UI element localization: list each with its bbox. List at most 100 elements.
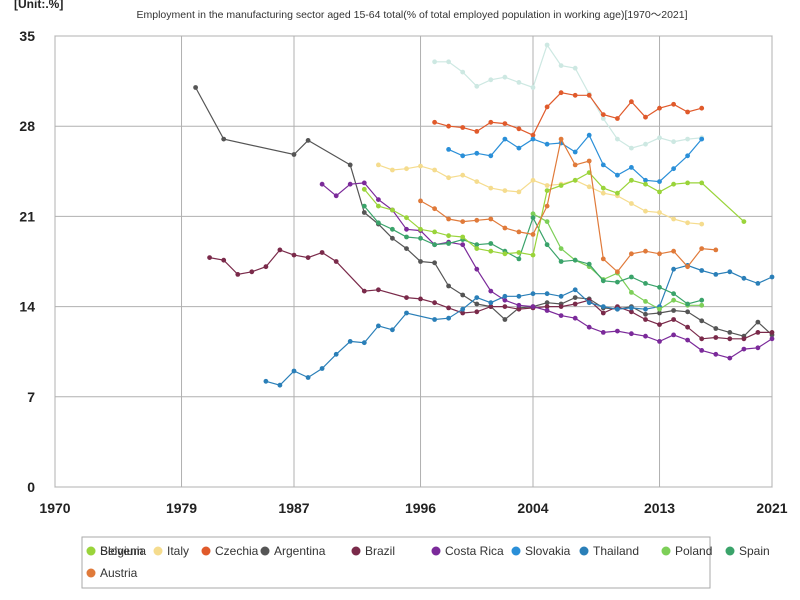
- data-point-costa-rica: [657, 339, 662, 344]
- data-point-austria: [657, 251, 662, 257]
- data-point-slovakia: [530, 136, 536, 142]
- data-point-belgium: [446, 233, 451, 239]
- data-point-slovakia: [446, 147, 451, 152]
- legend-label-costa-rica: Costa Rica: [445, 544, 504, 558]
- series-spain: [361, 203, 705, 307]
- legend-label-slovenia: Slovenia: [100, 544, 146, 558]
- data-point-argentina: [404, 246, 409, 252]
- data-point-belgium: [390, 207, 395, 213]
- legend-box: [81, 536, 711, 589]
- data-point-thailand: [741, 275, 747, 281]
- data-point-italy: [474, 179, 480, 185]
- data-point-argentina: [572, 295, 578, 300]
- data-point-belgium: [629, 177, 634, 183]
- data-point-austria: [460, 219, 466, 225]
- data-point-austria: [586, 158, 592, 164]
- y-tick-label: 28: [19, 118, 35, 134]
- data-point-thailand: [600, 304, 606, 309]
- data-point-brazil: [263, 264, 269, 270]
- legend-marker-brazil: [351, 546, 361, 556]
- data-point-brazil: [249, 269, 255, 275]
- data-point-austria: [629, 251, 634, 257]
- data-point-belgium: [699, 180, 705, 186]
- data-point-costa-rica: [333, 193, 339, 199]
- data-point-poland: [530, 211, 536, 217]
- data-point-argentina: [502, 317, 508, 322]
- data-point-costa-rica: [502, 297, 508, 303]
- data-point-brazil: [629, 309, 634, 315]
- data-point-brazil: [671, 317, 676, 322]
- data-point-argentina: [291, 152, 297, 157]
- data-point-italy: [699, 221, 705, 227]
- data-point-spain: [629, 274, 634, 280]
- axes: 0 7 14 21 28 35 1970 1979 1987 1996 2004 2013 2021: [19, 28, 787, 516]
- data-point-belgium: [376, 203, 381, 209]
- data-point-poland: [699, 302, 705, 308]
- data-point-italy: [432, 167, 437, 173]
- data-point-brazil: [488, 304, 494, 309]
- data-point-costa-rica: [629, 331, 634, 337]
- legend-item-argentina: Argentina: [260, 544, 326, 558]
- data-point-czechia: [502, 121, 508, 126]
- series-slovakia: [446, 132, 705, 185]
- data-point-thailand: [333, 351, 339, 357]
- data-point-brazil: [474, 309, 480, 315]
- data-point-spain: [685, 301, 690, 307]
- data-point-slovenia: [502, 74, 508, 80]
- data-point-slovakia: [699, 136, 705, 142]
- data-point-belgium: [643, 181, 648, 187]
- data-point-austria: [558, 136, 564, 142]
- legend-marker-italy: [153, 546, 163, 556]
- data-point-czechia: [530, 132, 536, 138]
- data-point-costa-rica: [615, 328, 620, 334]
- data-point-costa-rica: [769, 336, 775, 342]
- data-point-slovakia: [516, 145, 522, 151]
- data-point-spain: [600, 278, 606, 284]
- data-point-italy: [530, 177, 536, 183]
- data-point-belgium: [741, 219, 747, 225]
- data-point-costa-rica: [460, 242, 466, 248]
- data-point-thailand: [277, 382, 283, 388]
- data-point-argentina: [699, 318, 705, 324]
- data-point-thailand: [460, 306, 466, 312]
- data-point-spain: [586, 261, 592, 267]
- data-point-belgium: [558, 183, 564, 188]
- data-point-belgium: [432, 229, 437, 235]
- data-point-brazil: [460, 310, 466, 316]
- data-point-slovakia: [502, 136, 508, 142]
- data-point-belgium: [671, 181, 676, 187]
- data-point-slovenia: [572, 65, 578, 71]
- data-point-spain: [446, 241, 451, 246]
- data-point-czechia: [657, 105, 662, 111]
- data-point-slovenia: [558, 63, 564, 68]
- y-tick-label: 14: [19, 299, 35, 315]
- data-point-costa-rica: [671, 332, 676, 338]
- data-point-italy: [657, 210, 662, 215]
- data-point-argentina: [361, 210, 367, 215]
- data-point-costa-rica: [558, 313, 564, 318]
- data-point-slovakia: [586, 132, 592, 138]
- data-point-poland: [657, 306, 662, 312]
- data-point-thailand: [291, 368, 297, 374]
- data-point-costa-rica: [713, 351, 719, 357]
- data-point-argentina: [347, 162, 353, 168]
- data-point-slovakia: [643, 177, 648, 183]
- legend-item-spain: Spain: [725, 544, 770, 558]
- data-point-poland: [671, 297, 676, 303]
- data-point-argentina: [432, 260, 437, 266]
- data-point-costa-rica: [319, 181, 325, 187]
- data-point-slovenia: [432, 59, 437, 65]
- data-point-thailand: [474, 295, 480, 300]
- data-point-thailand: [319, 366, 325, 371]
- data-point-belgium: [418, 226, 423, 232]
- data-point-thailand: [572, 287, 578, 293]
- data-point-slovakia: [685, 153, 690, 159]
- data-point-czechia: [586, 92, 592, 98]
- data-point-spain: [474, 242, 480, 248]
- data-point-brazil: [361, 288, 367, 294]
- x-tick-label: 1979: [166, 500, 197, 516]
- data-point-argentina: [460, 292, 466, 298]
- legend-marker-thailand: [579, 546, 589, 556]
- data-point-costa-rica: [488, 288, 494, 294]
- data-point-argentina: [544, 300, 550, 306]
